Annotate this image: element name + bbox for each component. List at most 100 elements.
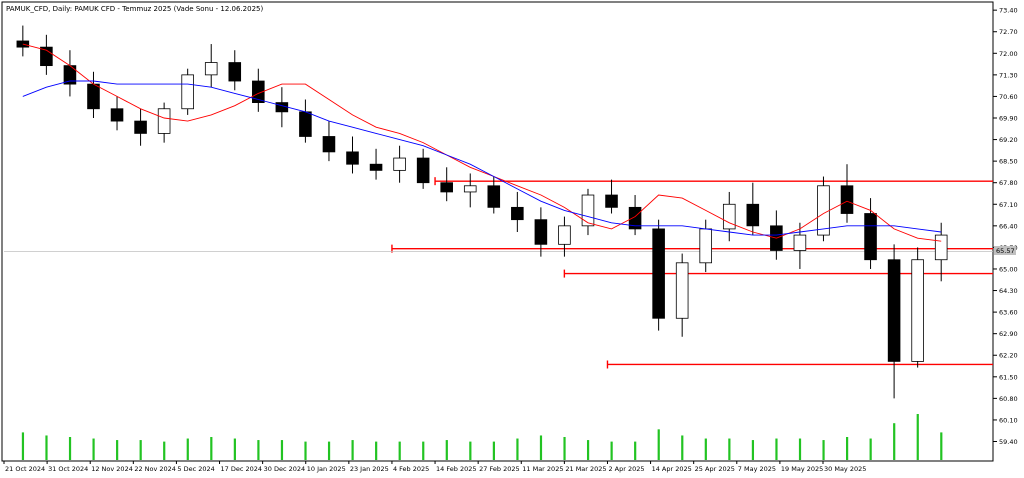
candle-body bbox=[464, 186, 476, 192]
candle-body bbox=[511, 207, 523, 219]
y-tick-label: 72.00 bbox=[999, 50, 1018, 58]
volume-bar bbox=[210, 437, 212, 460]
volume-bar bbox=[140, 440, 142, 460]
volume-bar bbox=[893, 423, 895, 460]
volume-bar bbox=[257, 440, 259, 460]
volume-bar bbox=[22, 432, 24, 460]
candle-body bbox=[300, 112, 312, 137]
x-tick-label: 14 Apr 2025 bbox=[652, 465, 692, 473]
y-tick-label: 59.40 bbox=[999, 438, 1018, 446]
x-tick-label: 12 Nov 2024 bbox=[91, 465, 133, 473]
x-tick-label: 19 May 2025 bbox=[781, 465, 823, 473]
candle-body bbox=[205, 63, 217, 75]
candle-body bbox=[111, 109, 123, 121]
candle-body bbox=[370, 164, 382, 170]
candle-body bbox=[676, 263, 688, 318]
y-tick-label: 70.60 bbox=[999, 93, 1018, 101]
volume-bar bbox=[870, 439, 872, 460]
chart-title: PAMUK_CFD, Daily: PAMUK CFD - Temmuz 202… bbox=[6, 5, 263, 13]
candle-body bbox=[394, 158, 406, 170]
y-tick-label: 60.80 bbox=[999, 395, 1018, 403]
volume-bar bbox=[563, 437, 565, 460]
x-tick-label: 17 Dec 2024 bbox=[221, 465, 263, 473]
y-tick-label: 66.40 bbox=[999, 222, 1018, 230]
x-tick-label: 10 Jan 2025 bbox=[307, 465, 346, 473]
candle-body bbox=[323, 136, 335, 151]
candle-body bbox=[700, 229, 712, 263]
volume-bar bbox=[799, 439, 801, 460]
volume-bar bbox=[775, 439, 777, 460]
candle-body bbox=[535, 220, 547, 245]
volume-bar bbox=[399, 442, 401, 460]
candle-body bbox=[182, 75, 194, 109]
volume-bar bbox=[163, 442, 165, 460]
candle-body bbox=[818, 186, 830, 235]
y-tick-label: 63.60 bbox=[999, 309, 1018, 317]
volume-bar bbox=[422, 442, 424, 460]
volume-bar bbox=[234, 439, 236, 460]
volume-bar bbox=[681, 435, 683, 460]
candle-body bbox=[582, 195, 594, 226]
current-price-tag: 65.57 bbox=[994, 246, 1016, 255]
x-tick-label: 30 Dec 2024 bbox=[264, 465, 306, 473]
volume-bar bbox=[587, 440, 589, 460]
candle-body bbox=[347, 152, 359, 164]
volume-bar bbox=[469, 442, 471, 460]
x-tick-label: 27 Feb 2025 bbox=[479, 465, 519, 473]
current-price-label: 65.57 bbox=[996, 247, 1015, 255]
volume-bar bbox=[45, 435, 47, 460]
volume-bar bbox=[846, 437, 848, 460]
x-tick-label: 23 Jan 2025 bbox=[350, 465, 389, 473]
volume-bar bbox=[304, 442, 306, 460]
x-tick-label: 30 May 2025 bbox=[824, 465, 866, 473]
candle-body bbox=[888, 260, 900, 362]
x-tick-label: 22 Nov 2024 bbox=[134, 465, 176, 473]
x-tick-label: 4 Feb 2025 bbox=[393, 465, 429, 473]
volume-bar bbox=[634, 442, 636, 460]
candle-body bbox=[88, 84, 100, 109]
y-tick-label: 71.30 bbox=[999, 71, 1018, 79]
x-tick-label: 5 Dec 2024 bbox=[177, 465, 214, 473]
y-tick-label: 69.90 bbox=[999, 115, 1018, 123]
volume-bar bbox=[917, 414, 919, 460]
candle-body bbox=[417, 158, 429, 183]
y-tick-label: 62.90 bbox=[999, 330, 1018, 338]
candle-body bbox=[653, 229, 665, 318]
candle-body bbox=[559, 226, 571, 244]
x-tick-label: 25 Apr 2025 bbox=[695, 465, 735, 473]
volume-bar bbox=[328, 442, 330, 460]
y-tick-label: 62.20 bbox=[999, 352, 1018, 360]
volume-bar bbox=[92, 439, 94, 460]
candle-body bbox=[158, 109, 170, 134]
y-tick-label: 69.20 bbox=[999, 136, 1018, 144]
candle-body bbox=[794, 235, 806, 250]
volume-bar bbox=[822, 440, 824, 460]
candle-body bbox=[841, 186, 853, 214]
volume-bar bbox=[752, 440, 754, 460]
y-tick-label: 67.10 bbox=[999, 201, 1018, 209]
x-tick-label: 21 Oct 2024 bbox=[5, 465, 45, 473]
volume-bar bbox=[446, 440, 448, 460]
time-axis: 21 Oct 2024 31 Oct 2024 12 Nov 2024 22 Nov … bbox=[4, 461, 866, 473]
y-tick-label: 64.30 bbox=[999, 287, 1018, 295]
volume-bar bbox=[187, 439, 189, 460]
volume-bar bbox=[705, 439, 707, 460]
volume-bar bbox=[281, 440, 283, 460]
candle-body bbox=[488, 186, 500, 208]
candle-body bbox=[865, 214, 877, 260]
candle-body bbox=[912, 260, 924, 362]
candle-body bbox=[441, 183, 453, 192]
candle-body bbox=[935, 235, 947, 260]
candle-body bbox=[135, 121, 147, 133]
x-tick-label: 7 May 2025 bbox=[738, 465, 776, 473]
candle-body bbox=[747, 204, 759, 226]
y-tick-label: 61.50 bbox=[999, 373, 1018, 381]
x-tick-label: 14 Feb 2025 bbox=[436, 465, 476, 473]
y-tick-label: 65.00 bbox=[999, 265, 1018, 273]
volume-bar bbox=[352, 440, 354, 460]
volume-bar bbox=[658, 429, 660, 460]
candle-body bbox=[606, 195, 618, 207]
x-tick-label: 21 Mar 2025 bbox=[565, 465, 606, 473]
candle-body bbox=[229, 63, 241, 81]
